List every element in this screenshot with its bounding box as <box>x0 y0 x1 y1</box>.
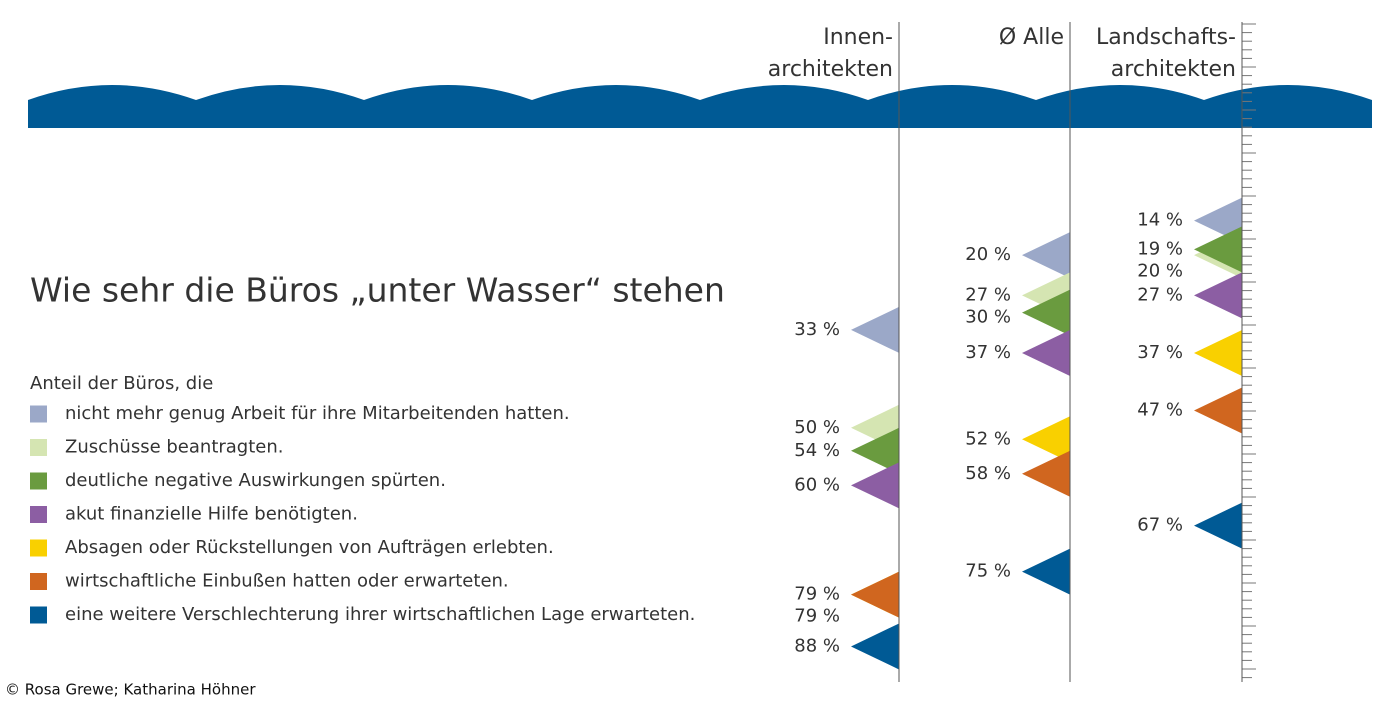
flag <box>1022 289 1070 336</box>
legend-label: Absagen oder Rückstellungen von Aufträge… <box>65 537 554 558</box>
legend-swatch <box>30 439 47 456</box>
value-label: 50 % <box>794 417 840 438</box>
value-label: 33 % <box>794 319 840 340</box>
value-label: 19 % <box>1137 238 1183 259</box>
column-header: Ø Alle <box>998 25 1064 50</box>
legend-label: nicht mehr genug Arbeit für ihre Mitarbe… <box>65 403 570 424</box>
value-label: 20 % <box>1137 260 1183 281</box>
value-label: 14 % <box>1137 210 1183 231</box>
flag <box>1022 329 1070 376</box>
flag <box>1194 502 1242 549</box>
legend-swatch <box>30 405 47 423</box>
flag <box>1194 329 1242 376</box>
value-label: 60 % <box>794 474 840 495</box>
legend-label: eine weitere Verschlechterung ihrer wirt… <box>65 604 695 625</box>
value-label: 27 % <box>965 284 1011 305</box>
value-label: 79 % <box>794 584 840 605</box>
legend-swatch <box>30 573 47 590</box>
credit: © Rosa Grewe; Katharina Höhner <box>5 681 256 699</box>
flag <box>1022 548 1070 595</box>
value-label: 88 % <box>794 635 840 656</box>
legend-swatch <box>30 472 47 490</box>
chart-title: Wie sehr die Büros „unter Wasser“ stehen <box>30 271 725 310</box>
value-label: 20 % <box>965 244 1011 265</box>
flag <box>1194 197 1242 244</box>
value-label: 67 % <box>1137 515 1183 536</box>
value-label: 54 % <box>794 440 840 461</box>
flag <box>1022 232 1070 279</box>
legend-swatch <box>30 606 47 624</box>
value-label: 58 % <box>965 463 1011 484</box>
value-label: 37 % <box>1137 342 1183 363</box>
flag <box>1194 387 1242 434</box>
subtitle: Anteil der Büros, die <box>30 373 213 394</box>
legend-label: Zuschüsse beantragten. <box>65 437 284 458</box>
value-label: 47 % <box>1137 400 1183 421</box>
column-header: Innen- architekten <box>767 25 893 82</box>
flag <box>851 571 899 618</box>
flag <box>1022 416 1070 463</box>
flag <box>1022 450 1070 497</box>
legend-label: wirtschaftliche Einbußen hatten oder erw… <box>65 571 509 592</box>
legend-swatch <box>30 539 47 557</box>
flag <box>851 427 899 474</box>
value-label: 37 % <box>965 342 1011 363</box>
flag <box>851 623 899 670</box>
column-header: Landschafts- architekten <box>1095 25 1236 82</box>
flag <box>851 462 899 509</box>
legend-label: akut finanzielle Hilfe benötigten. <box>65 504 358 525</box>
flag <box>1194 226 1242 273</box>
flag <box>1194 272 1242 319</box>
value-label: 30 % <box>965 306 1011 327</box>
value-label: 75 % <box>965 561 1011 582</box>
water <box>28 85 1372 128</box>
value-label: 52 % <box>965 428 1011 449</box>
legend-label: deutliche negative Auswirkungen spürten. <box>65 470 446 491</box>
value-label: 79 % <box>794 606 840 627</box>
flag <box>851 306 899 353</box>
legend-swatch <box>30 506 47 523</box>
value-label: 27 % <box>1137 284 1183 305</box>
